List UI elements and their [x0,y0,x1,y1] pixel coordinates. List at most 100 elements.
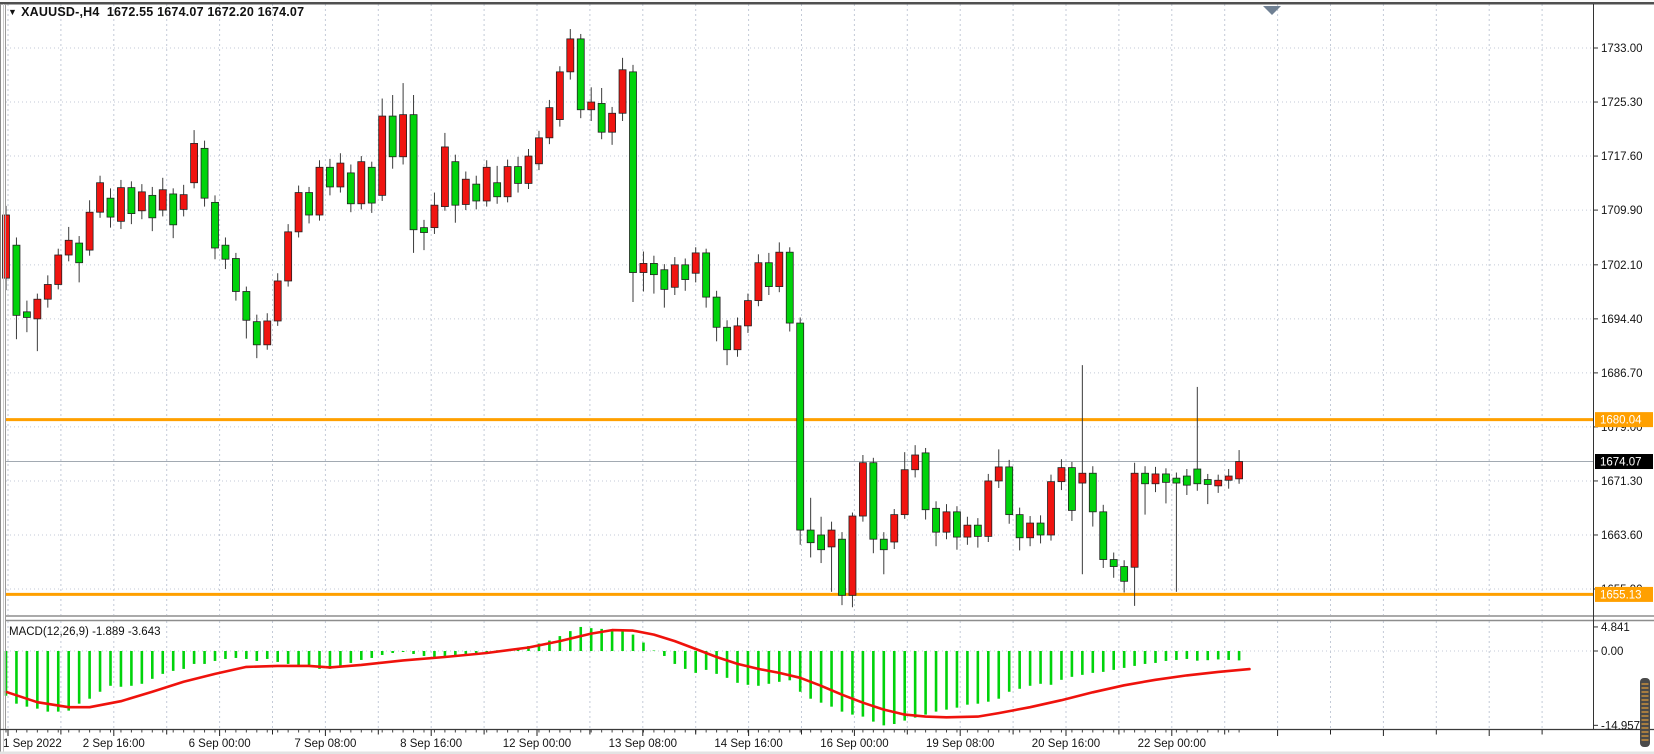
candle-body-bull [744,300,752,327]
symbol-timeframe-label: XAUUSD-,H4 [21,5,100,19]
candle-body-bear [106,197,115,218]
price-tick-label: 1733.00 [1601,43,1643,55]
candle-body-bear [660,269,669,290]
candle-body-bear [879,538,888,551]
candle-body-bear [650,263,658,276]
price-tick-label: 1709.90 [1601,205,1643,217]
candle-body-bull [984,480,993,537]
candlesticks[interactable] [2,29,1243,608]
candle-body-bear [148,194,157,219]
candle-body-bear [796,322,805,531]
price-tick-label: 1717.60 [1601,151,1643,163]
vertical-scrollbar-thumb[interactable] [1640,678,1650,747]
candle-body-bear [1203,479,1212,485]
candle-body-bull [43,284,52,300]
candle-body-bull [137,191,146,212]
candle-body-bear [817,534,825,551]
price-tick-label: 1686.70 [1601,368,1643,380]
candle-body-bear [702,252,711,298]
candle-body-bear [1068,467,1076,511]
candle-body-bull [555,71,564,120]
symbol-dropdown-icon[interactable]: ▼ [8,7,18,17]
grid-lines [6,4,1593,729]
time-tick-label: 1 Sep 2022 [3,738,62,750]
macd-tick-label: 4.841 [1601,622,1630,634]
svg-text:1674.07: 1674.07 [1600,457,1642,469]
candle-body-bear [1099,511,1108,560]
candle-body-bull [85,211,94,251]
candle-body-bull [64,239,73,256]
candle-body-bull [378,115,387,196]
candle-body-bear [367,166,376,204]
candle-body-bull [911,454,920,471]
candle-body-bear [953,511,961,538]
candle-body-bull [1026,522,1034,539]
macd-tick-label: 0.00 [1601,646,1623,658]
candle-body-bull [775,251,784,287]
price-tick-label: 1725.30 [1601,97,1643,109]
symbol-info[interactable]: ▼ XAUUSD-,H4 1672.55 1674.07 1672.20 1674… [8,5,304,19]
candle-body-bull [33,298,42,320]
candle-body-bear [326,166,334,188]
candle-body-bull [890,514,899,543]
macd-indicator-label: MACD(12,26,9) -1.889 -3.643 [9,626,161,638]
candle-body-bear [1005,466,1014,516]
candle-body-bear [973,524,982,537]
candle-body-bear [723,326,731,351]
candle-body-bull [848,515,857,596]
time-tick-label: 13 Sep 08:00 [609,738,677,750]
candle-body-bull [524,155,533,184]
time-ruler[interactable]: 1 Sep 2022 2 Sep 16:00 6 Sep 00:00 7 Sep 08… [3,730,1543,750]
candle-body-bull [315,166,324,216]
window-bottom-strip [0,751,1654,754]
time-tick-label: 12 Sep 00:00 [503,738,571,750]
macd-signal-line [4,628,1251,719]
time-tick-label: 2 Sep 16:00 [83,738,145,750]
candle-body-bear [1193,468,1202,485]
candle-body-bear [1162,473,1170,483]
candle-body-bull [1235,461,1243,480]
macd-tick-label: -14.957 [1601,720,1640,732]
time-tick-label: 16 Sep 00:00 [820,738,888,750]
candle-body-bear [22,311,31,318]
candle-body-bull [1047,481,1055,536]
chart-shift-marker-icon[interactable] [1263,6,1281,15]
candle-body-bull [430,204,439,229]
macd-panel[interactable] [4,626,1251,726]
candle-body-bear [514,166,522,184]
candle-body-bear [472,183,481,202]
svg-text:1655.13: 1655.13 [1600,589,1642,601]
candle-body-bear [1120,566,1129,582]
candle-body-bear [242,291,251,321]
candle-body-bear [785,251,794,324]
time-tick-label: 19 Sep 08:00 [926,738,994,750]
support-price-badge: 1655.13 [1595,586,1653,602]
candle-body-bull [503,166,512,198]
candle-body-bear [169,193,178,226]
candle-body-bull [566,38,575,73]
candle-body-bull [1214,479,1223,487]
macd-axis[interactable]: 4.841 0.00 -14.957 [1593,622,1640,732]
candle-body-bull [827,529,836,548]
price-tick-label: 1663.60 [1601,530,1643,542]
candle-body-bull [670,264,679,288]
candle-body-bull [900,469,909,516]
candle-body-bear [629,71,637,273]
svg-text:1680.04: 1680.04 [1600,415,1642,427]
candle-body-bear [1036,522,1045,536]
candle-body-bull [1224,475,1233,481]
candle-body-bear [764,262,773,287]
candle-body-bull [994,466,1003,482]
candle-body-bear [1015,514,1024,539]
candle-body-bear [200,147,209,199]
price-tick-label: 1671.30 [1601,476,1643,488]
candle-body-bear [932,507,940,533]
candle-body-bear [1182,475,1191,486]
time-tick-label: 7 Sep 08:00 [294,738,356,750]
candle-body-bull [691,252,700,274]
candle-body-bull [263,320,272,346]
